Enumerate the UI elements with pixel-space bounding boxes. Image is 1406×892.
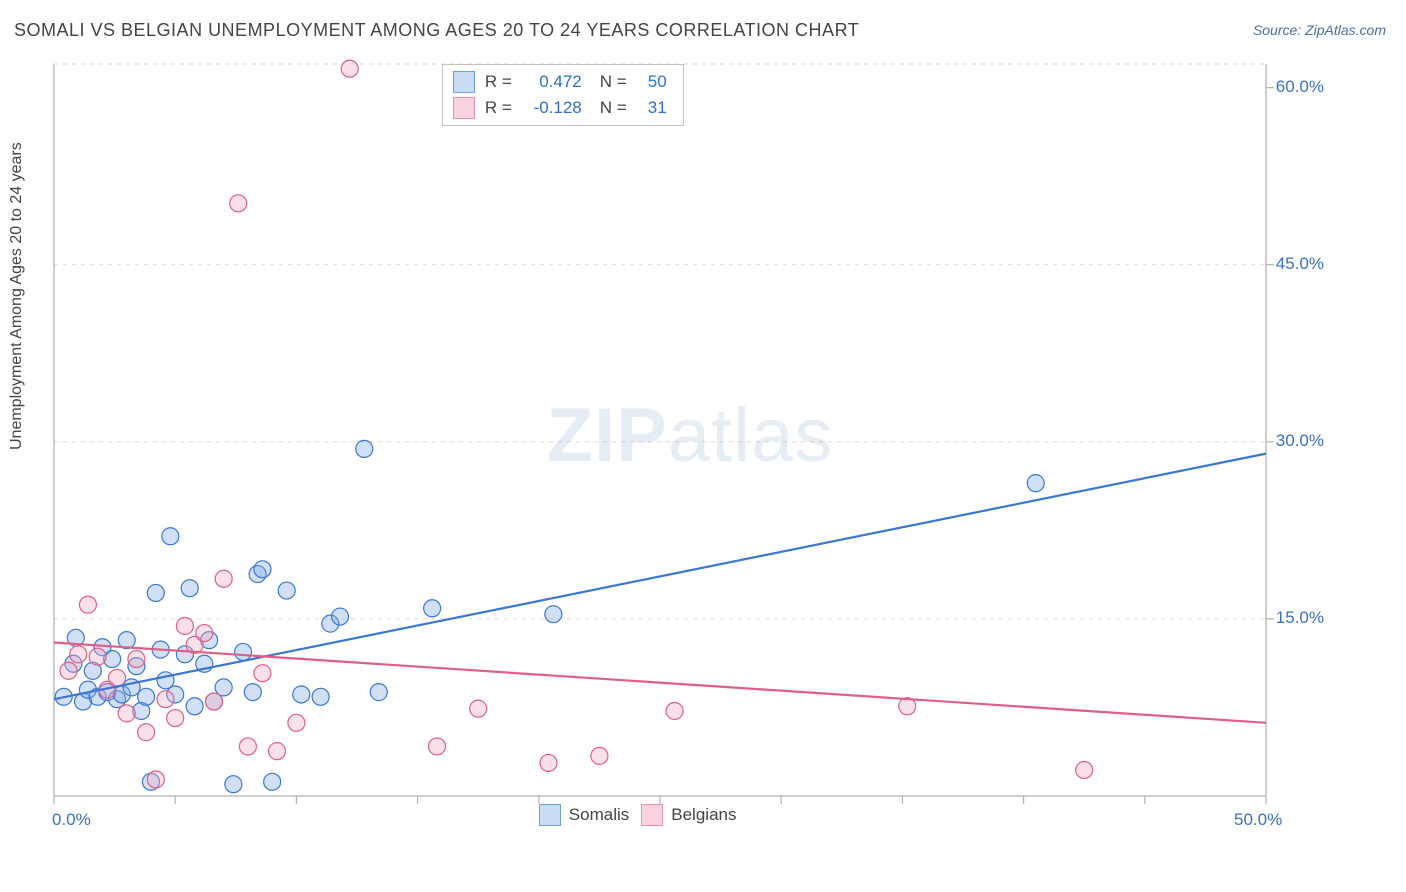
y-axis-label: Unemployment Among Ages 20 to 24 years	[8, 142, 26, 450]
y-tick-label: 30.0%	[1276, 431, 1324, 451]
stats-row: R = -0.128 N = 31	[453, 97, 667, 119]
source-attribution: Source: ZipAtlas.com	[1253, 22, 1386, 38]
x-tick-label: 0.0%	[52, 810, 91, 830]
y-tick-label: 15.0%	[1276, 608, 1324, 628]
legend-swatch	[453, 71, 475, 93]
correlation-stats-legend: R = 0.472 N = 50 R = -0.128 N = 31	[442, 64, 684, 126]
legend-swatch	[539, 804, 561, 826]
stat-n-label: N =	[600, 98, 627, 118]
series-legend: Somalis Belgians	[539, 804, 737, 826]
stat-r-label: R =	[485, 72, 512, 92]
stat-r-value: 0.472	[522, 72, 582, 92]
legend-swatch	[641, 804, 663, 826]
legend-label: Belgians	[671, 805, 736, 825]
y-tick-label: 60.0%	[1276, 77, 1324, 97]
x-tick-label: 50.0%	[1234, 810, 1282, 830]
stat-r-label: R =	[485, 98, 512, 118]
legend-swatch	[453, 97, 475, 119]
stat-n-value: 50	[637, 72, 667, 92]
stat-n-value: 31	[637, 98, 667, 118]
legend-item: Somalis	[539, 804, 629, 826]
stats-row: R = 0.472 N = 50	[453, 71, 667, 93]
stat-n-label: N =	[600, 72, 627, 92]
chart-container: SOMALI VS BELGIAN UNEMPLOYMENT AMONG AGE…	[0, 0, 1406, 892]
stat-r-value: -0.128	[522, 98, 582, 118]
scatter-chart	[50, 60, 1330, 820]
plot-area: ZIPatlas R =0.472N =50R =-0.128N =31 15.…	[50, 60, 1330, 820]
legend-item: Belgians	[641, 804, 736, 826]
legend-label: Somalis	[569, 805, 629, 825]
chart-title: SOMALI VS BELGIAN UNEMPLOYMENT AMONG AGE…	[14, 20, 859, 41]
y-tick-label: 45.0%	[1276, 254, 1324, 274]
